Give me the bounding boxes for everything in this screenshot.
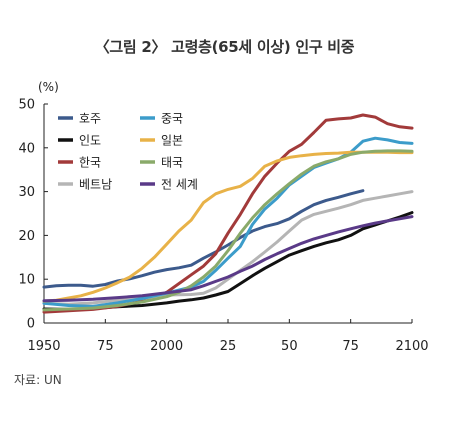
legend-label: 일본 (161, 134, 183, 148)
chart-title: 〈그림 2〉 고령층(65세 이상) 인구 비중 (94, 38, 355, 56)
y-tick-label: 30 (18, 185, 35, 200)
x-tick-label: 2000 (150, 339, 183, 354)
legend-label: 전 세계 (161, 178, 198, 192)
series-line-호주 (42, 189, 365, 289)
y-tick-label: 50 (18, 98, 35, 113)
x-tick-label: 25 (220, 339, 237, 354)
source-note: 자료: UN (14, 373, 62, 387)
series-line-전 세계 (42, 215, 414, 303)
x-tick-label: 50 (281, 339, 298, 354)
series-line-중국 (42, 136, 414, 308)
x-tick-label: 75 (342, 339, 359, 354)
y-tick-label: 10 (18, 273, 35, 288)
legend-label: 베트남 (79, 178, 112, 192)
legend-label: 태국 (161, 156, 183, 170)
x-tick-label: 75 (97, 339, 114, 354)
legend-label: 한국 (79, 156, 101, 170)
legend-label: 중국 (161, 112, 183, 126)
series-line-베트남 (42, 190, 414, 306)
series-line-태국 (42, 149, 414, 312)
x-tick-label: 1950 (27, 339, 60, 354)
x-tick-label: 2100 (395, 339, 428, 354)
series-line-인도 (42, 211, 414, 311)
y-tick-label: 20 (18, 229, 35, 244)
legend-label: 호주 (79, 112, 101, 126)
legend-label: 인도 (79, 134, 101, 148)
y-tick-label: 0 (27, 317, 35, 332)
series-line-일본 (42, 150, 414, 303)
y-axis-unit: (%) (38, 80, 59, 94)
y-tick-label: 40 (18, 141, 35, 156)
